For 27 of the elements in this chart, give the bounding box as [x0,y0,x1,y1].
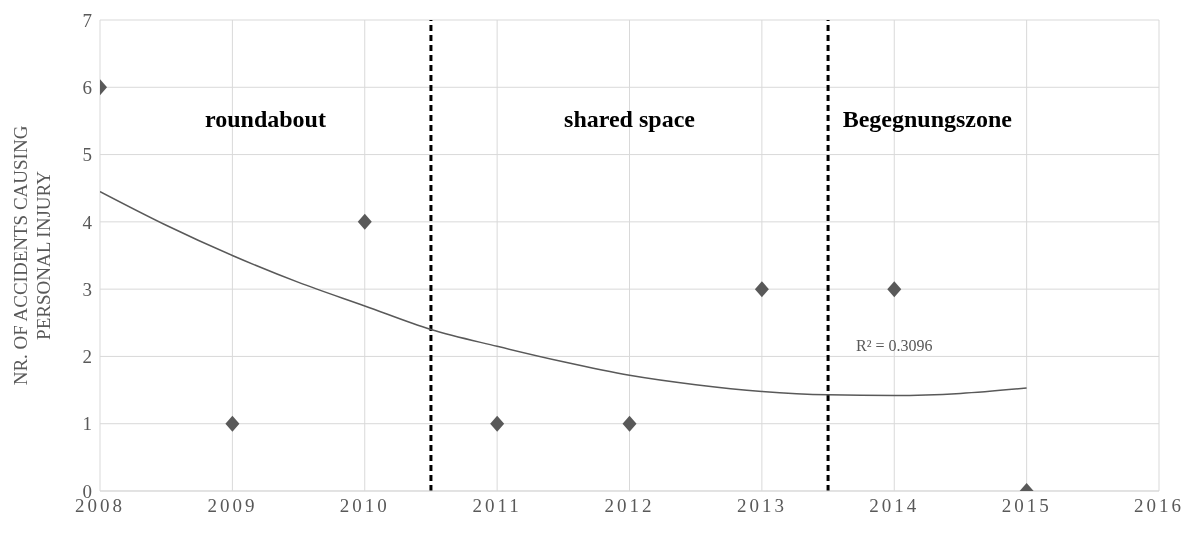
point [357,213,372,230]
x-tick-label: 2009 [207,495,258,517]
annotation: shared space [564,106,696,133]
y-tick-label: 5 [82,144,92,166]
x-tick-label: 2014 [869,495,920,517]
y-tick-label: 1 [82,413,92,435]
point [622,415,637,432]
y-tick-label: 2 [82,346,92,368]
y-tick-label: 4 [82,211,93,233]
x-tick-label: 2010 [339,495,390,517]
x-tick-label: 2012 [604,495,655,517]
x-tick-label: 2016 [1134,495,1184,517]
point [887,281,902,298]
point [225,415,240,432]
y-tick-label: 7 [82,9,92,31]
x-tick-label: 2011 [472,495,522,517]
x-tick-label: 2015 [1001,495,1052,517]
x-tick-label: 2013 [736,495,787,517]
point [754,281,769,298]
point [490,415,505,432]
annotation: R² = 0.3096 [856,336,933,354]
y-tick-label: 3 [82,278,92,300]
annotation: Begegnungszone [842,106,1013,133]
y-tick-label: 6 [82,77,92,99]
annotation: roundabout [204,106,326,133]
y-axis-title: NR. OF ACCIDENTS CAUSING PERSONAL INJURY [10,125,54,386]
line-series [100,190,1028,397]
